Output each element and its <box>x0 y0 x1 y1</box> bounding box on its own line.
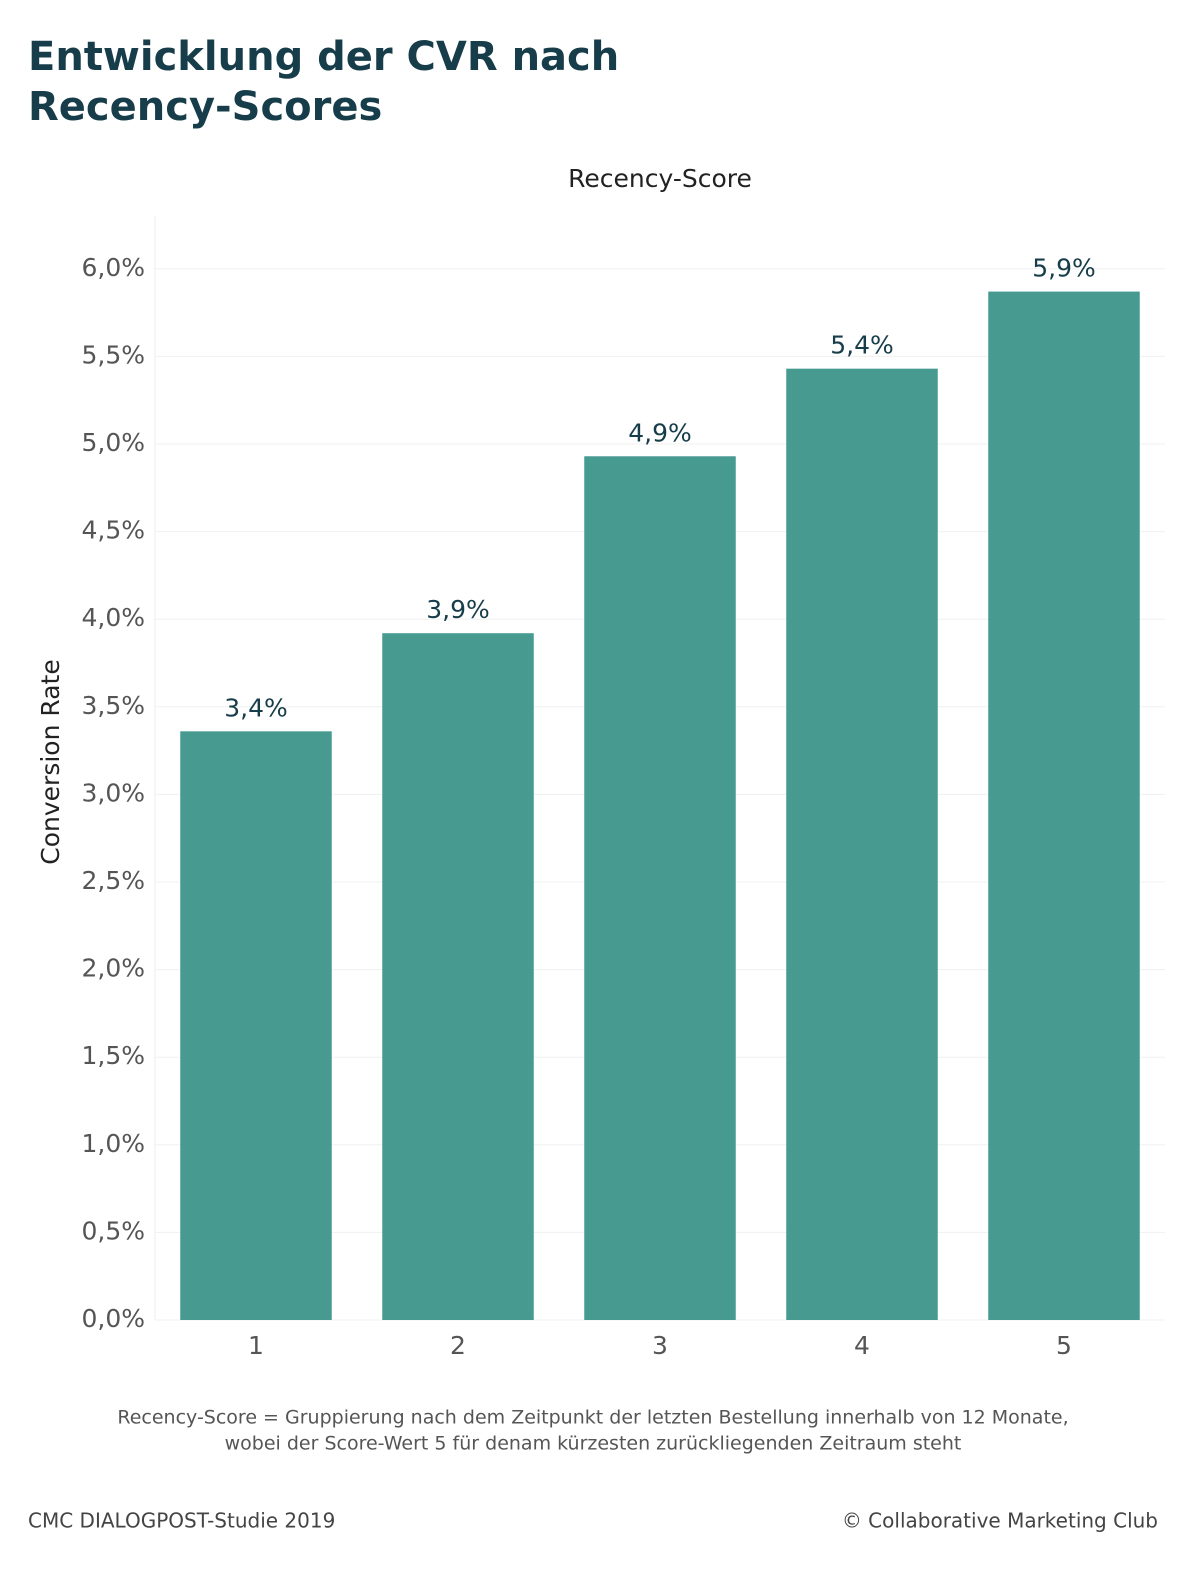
bar <box>382 633 534 1320</box>
chart-title: Entwicklung der CVR nach Recency-Scores <box>28 34 620 130</box>
bar <box>180 731 332 1320</box>
y-tick-label: 3,0% <box>81 778 145 807</box>
y-tick-label: 0,0% <box>81 1304 145 1333</box>
y-tick-label: 4,5% <box>81 516 145 545</box>
y-tick-label: 2,0% <box>81 954 145 983</box>
x-tick-label: 4 <box>854 1331 870 1360</box>
value-label: 5,9% <box>1032 254 1096 283</box>
note: wobei der Score-Wert 5 für denam kürzest… <box>225 1433 962 1455</box>
value-label: 3,4% <box>224 693 288 722</box>
bar <box>786 368 938 1320</box>
x-tick-label: 1 <box>248 1331 264 1360</box>
x-axis-title: Recency-Score <box>568 164 752 193</box>
x-tick-label: 3 <box>652 1331 668 1360</box>
copyright: © Collaborative Marketing Club <box>842 1509 1158 1533</box>
x-tick-label: 2 <box>450 1331 466 1360</box>
y-tick-label: 6,0% <box>81 253 145 282</box>
x-tick-label: 5 <box>1056 1331 1072 1360</box>
y-axis-title: Conversion Rate <box>36 659 65 864</box>
y-tick-label: 2,5% <box>81 866 145 895</box>
value-label: 4,9% <box>628 418 692 447</box>
y-tick-label: 1,5% <box>81 1041 145 1070</box>
bar <box>584 456 736 1320</box>
y-tick-label: 4,0% <box>81 603 145 632</box>
y-tick-label: 0,5% <box>81 1216 145 1245</box>
y-tick-label: 1,0% <box>81 1129 145 1158</box>
value-label: 5,4% <box>830 331 894 360</box>
y-tick-label: 3,5% <box>81 691 145 720</box>
bar <box>988 291 1140 1321</box>
value-label: 3,9% <box>426 595 490 624</box>
y-tick-label: 5,0% <box>81 428 145 457</box>
note: Recency-Score = Gruppierung nach dem Zei… <box>117 1407 1068 1429</box>
y-tick-label: 5,5% <box>81 340 145 369</box>
source: CMC DIALOGPOST-Studie 2019 <box>28 1509 335 1533</box>
title-box: Entwicklung der CVR nach Recency-Scores <box>28 34 620 130</box>
